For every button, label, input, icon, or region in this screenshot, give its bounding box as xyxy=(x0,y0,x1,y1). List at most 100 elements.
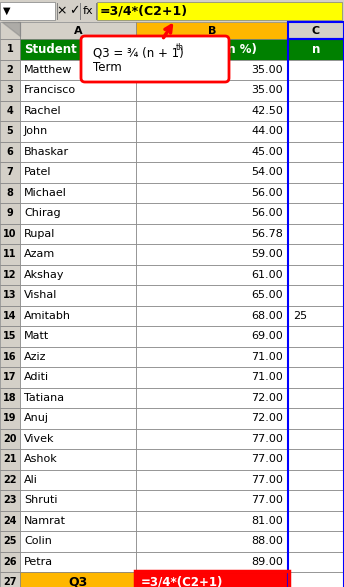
Bar xyxy=(0,490,20,511)
Text: Vishal: Vishal xyxy=(24,290,57,300)
Text: Scored (in %): Scored (in %) xyxy=(168,43,256,56)
Bar xyxy=(288,265,344,285)
Text: 71.00: 71.00 xyxy=(251,372,283,382)
Bar xyxy=(20,511,136,531)
Text: Matt: Matt xyxy=(24,331,49,341)
Text: =3/4*(C2+1): =3/4*(C2+1) xyxy=(100,5,188,18)
Text: 72.00: 72.00 xyxy=(251,413,283,423)
Text: 21: 21 xyxy=(3,454,17,464)
Bar xyxy=(136,305,288,326)
Text: Petra: Petra xyxy=(24,556,53,567)
Bar xyxy=(136,531,288,552)
Bar xyxy=(0,224,20,244)
Text: Ashok: Ashok xyxy=(24,454,58,464)
Text: Student: Student xyxy=(24,43,77,56)
Bar xyxy=(97,2,342,20)
Text: 3: 3 xyxy=(7,85,13,95)
Bar xyxy=(0,203,20,224)
Bar xyxy=(0,429,20,449)
Text: Rupal: Rupal xyxy=(24,229,55,239)
Text: Namrat: Namrat xyxy=(24,516,66,526)
Bar xyxy=(136,121,288,141)
Text: 1: 1 xyxy=(7,44,13,54)
Bar xyxy=(0,367,20,387)
Text: 56.00: 56.00 xyxy=(251,188,283,198)
Bar xyxy=(20,531,136,552)
Bar xyxy=(136,100,288,121)
Bar xyxy=(20,449,136,470)
Text: 71.00: 71.00 xyxy=(251,352,283,362)
Bar xyxy=(0,511,20,531)
Bar xyxy=(136,326,288,346)
Bar xyxy=(0,449,20,470)
Text: 81.00: 81.00 xyxy=(251,516,283,526)
Bar xyxy=(136,511,288,531)
Text: 26: 26 xyxy=(3,556,17,567)
Bar xyxy=(20,121,136,141)
Text: Patel: Patel xyxy=(24,167,52,177)
Bar xyxy=(288,121,344,141)
Text: 2: 2 xyxy=(7,65,13,75)
Bar xyxy=(20,39,136,59)
Text: 25: 25 xyxy=(293,311,307,321)
Bar xyxy=(136,183,288,203)
Text: Anuj: Anuj xyxy=(24,413,49,423)
Text: 13: 13 xyxy=(3,290,17,300)
Bar xyxy=(136,59,288,80)
Bar xyxy=(20,183,136,203)
Bar xyxy=(288,408,344,429)
Bar xyxy=(136,244,288,265)
Bar xyxy=(20,265,136,285)
Bar xyxy=(20,367,136,387)
Bar xyxy=(0,2,55,20)
Bar xyxy=(136,141,288,162)
Bar xyxy=(20,22,136,39)
Text: 59.00: 59.00 xyxy=(251,249,283,259)
Bar xyxy=(136,80,288,100)
Text: Ali: Ali xyxy=(24,475,38,485)
Text: 69.00: 69.00 xyxy=(251,331,283,341)
Bar xyxy=(136,387,288,408)
Bar xyxy=(0,346,20,367)
Text: 77.00: 77.00 xyxy=(251,454,283,464)
Text: Azam: Azam xyxy=(24,249,55,259)
Text: 44.00: 44.00 xyxy=(251,126,283,136)
Bar xyxy=(20,100,136,121)
Bar xyxy=(288,326,344,346)
Bar xyxy=(136,22,288,39)
Text: 56.00: 56.00 xyxy=(251,208,283,218)
Bar xyxy=(136,346,288,367)
Text: Colin: Colin xyxy=(24,537,52,546)
Bar xyxy=(0,326,20,346)
Bar xyxy=(0,265,20,285)
Bar xyxy=(288,162,344,183)
Bar xyxy=(0,470,20,490)
Text: Tatiana: Tatiana xyxy=(24,393,64,403)
Bar xyxy=(0,121,20,141)
Text: 24: 24 xyxy=(3,516,17,526)
Text: Bhaskar: Bhaskar xyxy=(24,147,69,157)
Text: 9: 9 xyxy=(7,208,13,218)
Bar xyxy=(288,39,344,59)
Bar xyxy=(0,59,20,80)
Text: fx: fx xyxy=(83,6,93,16)
Bar xyxy=(20,326,136,346)
Bar xyxy=(288,449,344,470)
Text: 77.00: 77.00 xyxy=(251,495,283,505)
Text: 22: 22 xyxy=(3,475,17,485)
Text: 56.78: 56.78 xyxy=(251,229,283,239)
Text: n: n xyxy=(312,43,320,56)
Bar xyxy=(288,183,344,203)
Bar xyxy=(288,387,344,408)
Text: John: John xyxy=(24,126,48,136)
Bar xyxy=(288,305,344,326)
Text: 27: 27 xyxy=(3,577,17,587)
Bar xyxy=(0,408,20,429)
Text: 10: 10 xyxy=(3,229,17,239)
Bar xyxy=(288,80,344,100)
Bar xyxy=(288,511,344,531)
Bar xyxy=(136,285,288,305)
Bar xyxy=(288,100,344,121)
Text: Matthew: Matthew xyxy=(24,65,72,75)
Text: 7: 7 xyxy=(7,167,13,177)
